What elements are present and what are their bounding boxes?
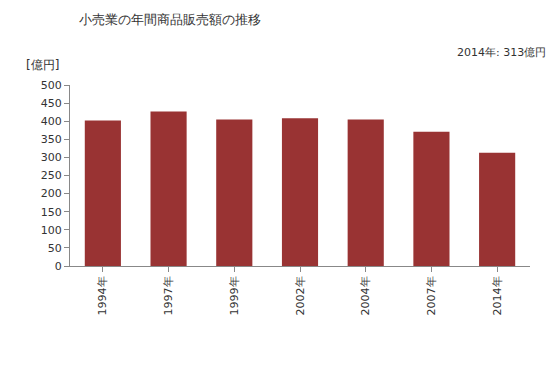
svg-text:2014年: 313億円: 2014年: 313億円: [457, 46, 546, 59]
svg-text:150: 150: [41, 206, 62, 219]
svg-text:小売業の年間商品販売額の推移: 小売業の年間商品販売額の推移: [79, 12, 261, 27]
svg-text:0: 0: [55, 260, 62, 273]
svg-text:450: 450: [41, 97, 62, 110]
svg-text:400: 400: [41, 115, 62, 128]
svg-text:1999年: 1999年: [228, 276, 241, 315]
svg-text:500: 500: [41, 79, 62, 92]
svg-text:1994年: 1994年: [96, 276, 109, 315]
svg-text:250: 250: [41, 169, 62, 182]
svg-text:2014年: 2014年: [491, 276, 504, 315]
svg-text:2007年: 2007年: [425, 276, 438, 315]
svg-text:100: 100: [41, 224, 62, 237]
svg-text:2004年: 2004年: [359, 276, 372, 315]
svg-text:50: 50: [48, 242, 62, 255]
svg-text:2002年: 2002年: [294, 276, 307, 315]
svg-text:350: 350: [41, 133, 62, 146]
svg-text:1997年: 1997年: [162, 276, 175, 315]
svg-text:300: 300: [41, 151, 62, 164]
svg-text:200: 200: [41, 187, 62, 200]
svg-text:[億円]: [億円]: [26, 58, 59, 72]
